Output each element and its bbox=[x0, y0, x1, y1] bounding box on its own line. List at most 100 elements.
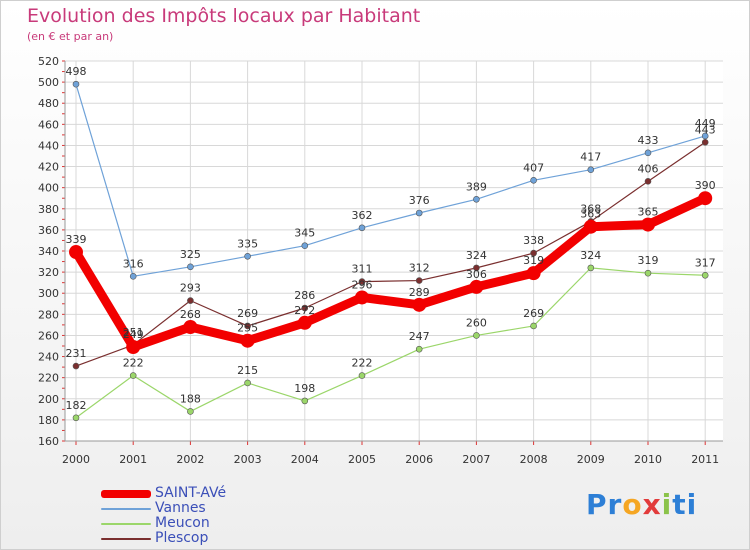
data-label: 215 bbox=[237, 364, 258, 377]
data-point bbox=[641, 217, 655, 232]
logo-letter: t bbox=[672, 488, 687, 521]
legend-label-meucon: Meucon bbox=[155, 515, 210, 531]
data-label: 319 bbox=[523, 254, 544, 267]
y-tick-label: 380 bbox=[38, 203, 59, 216]
data-label: 498 bbox=[66, 65, 87, 78]
x-tick-label: 2002 bbox=[176, 453, 204, 466]
data-label: 222 bbox=[352, 357, 373, 370]
x-tick-label: 2007 bbox=[462, 453, 490, 466]
legend-label-saint-ave: SAINT-AVé bbox=[155, 485, 227, 501]
data-label: 389 bbox=[466, 180, 487, 193]
data-point bbox=[587, 264, 595, 272]
data-label: 339 bbox=[66, 233, 87, 246]
y-tick-label: 260 bbox=[38, 329, 59, 342]
data-label: 260 bbox=[466, 316, 487, 329]
x-tick-label: 2005 bbox=[348, 453, 376, 466]
data-label: 338 bbox=[523, 234, 544, 247]
data-label: 312 bbox=[409, 262, 430, 275]
data-label: 289 bbox=[409, 286, 430, 299]
data-label: 182 bbox=[66, 399, 87, 412]
y-tick-label: 440 bbox=[38, 139, 59, 152]
data-point bbox=[187, 297, 194, 304]
data-label: 449 bbox=[695, 117, 716, 130]
logo-letter: x bbox=[642, 488, 662, 521]
data-point bbox=[72, 80, 80, 88]
x-tick-label: 2001 bbox=[119, 453, 147, 466]
y-tick-label: 500 bbox=[38, 76, 59, 89]
data-label: 406 bbox=[638, 162, 659, 175]
logo-letter: r bbox=[607, 488, 623, 521]
x-tick-label: 2009 bbox=[577, 453, 605, 466]
legend-swatch-saint-ave bbox=[101, 489, 151, 498]
data-label: 251 bbox=[123, 326, 144, 339]
data-label: 376 bbox=[409, 194, 430, 207]
legend-swatch-plescop bbox=[101, 537, 151, 540]
data-point bbox=[187, 263, 194, 271]
x-tick-label: 2000 bbox=[62, 453, 90, 466]
data-label: 317 bbox=[695, 256, 716, 269]
data-point bbox=[187, 408, 194, 415]
x-tick-label: 2008 bbox=[520, 453, 548, 466]
data-label: 443 bbox=[695, 123, 716, 136]
data-point bbox=[358, 278, 366, 285]
data-point bbox=[644, 269, 652, 277]
y-tick-label: 200 bbox=[38, 393, 59, 406]
legend-label-plescop: Plescop bbox=[155, 530, 209, 546]
data-point bbox=[183, 320, 198, 334]
x-tick-label: 2010 bbox=[634, 453, 662, 466]
data-label: 198 bbox=[294, 382, 315, 395]
data-point bbox=[415, 345, 423, 353]
data-label: 325 bbox=[180, 248, 201, 261]
data-point bbox=[473, 264, 480, 272]
y-tick-label: 220 bbox=[38, 372, 59, 385]
logo-letter: i bbox=[686, 488, 698, 521]
data-point bbox=[698, 191, 713, 206]
legend-label-vannes: Vannes bbox=[155, 500, 206, 516]
y-tick-label: 280 bbox=[38, 308, 59, 321]
data-label: 269 bbox=[523, 307, 544, 320]
data-point bbox=[644, 178, 652, 185]
data-label: 269 bbox=[237, 307, 258, 320]
legend-swatch-meucon bbox=[101, 522, 151, 525]
data-point bbox=[415, 277, 423, 284]
data-label: 345 bbox=[294, 227, 315, 240]
x-tick-label: 2011 bbox=[691, 453, 719, 466]
data-label: 306 bbox=[466, 268, 487, 281]
data-point bbox=[355, 290, 369, 305]
data-point bbox=[129, 273, 137, 280]
data-label: 268 bbox=[180, 308, 201, 321]
data-label: 407 bbox=[523, 161, 544, 174]
data-point bbox=[530, 249, 537, 257]
logo-letter: o bbox=[622, 488, 643, 521]
data-point bbox=[297, 315, 312, 330]
proxiti-logo: Proxiti bbox=[586, 488, 697, 521]
data-label: 311 bbox=[352, 263, 373, 276]
data-point bbox=[701, 132, 709, 140]
data-point bbox=[469, 279, 484, 294]
data-point bbox=[244, 379, 251, 387]
data-point bbox=[301, 242, 309, 250]
data-point bbox=[473, 195, 480, 203]
y-tick-label: 180 bbox=[38, 414, 59, 427]
x-tick-label: 2004 bbox=[291, 453, 319, 466]
y-tick-label: 520 bbox=[38, 55, 59, 68]
data-label: 293 bbox=[180, 282, 201, 295]
chart-subtitle: (en € et par an) bbox=[27, 30, 114, 43]
y-tick-label: 480 bbox=[38, 97, 59, 110]
data-label: 231 bbox=[66, 347, 87, 360]
data-label: 296 bbox=[352, 278, 373, 291]
data-point bbox=[701, 271, 709, 279]
data-label: 433 bbox=[638, 134, 659, 147]
data-point bbox=[129, 372, 137, 379]
data-label: 286 bbox=[294, 289, 315, 302]
y-tick-label: 400 bbox=[38, 182, 59, 195]
data-label: 365 bbox=[638, 206, 659, 219]
y-tick-label: 340 bbox=[38, 245, 59, 258]
data-point bbox=[301, 397, 309, 405]
series-line-2 bbox=[75, 267, 706, 419]
y-tick-label: 300 bbox=[38, 287, 59, 300]
data-point bbox=[530, 176, 537, 184]
data-point bbox=[415, 209, 423, 217]
data-label: 319 bbox=[638, 254, 659, 267]
data-point bbox=[644, 149, 652, 157]
